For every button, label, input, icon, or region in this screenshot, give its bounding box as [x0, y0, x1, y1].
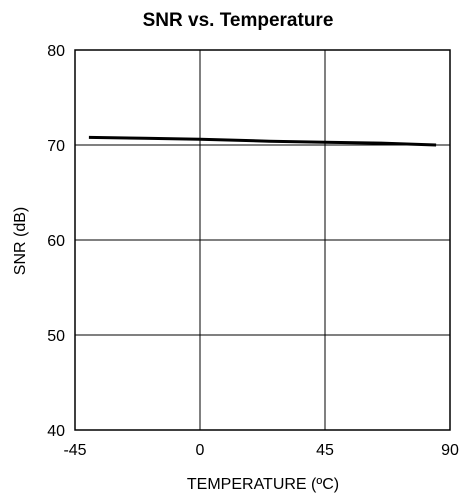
plot-frame: [74, 49, 451, 431]
x-tick-label: 0: [196, 442, 205, 459]
snr-series-line: [88, 135, 437, 147]
plot-grid: [75, 50, 450, 430]
x-tick-label: -45: [63, 442, 86, 459]
y-axis-label: SNR (dB): [12, 207, 29, 275]
y-tick-label: 70: [47, 138, 65, 155]
y-tick-label: 80: [47, 43, 65, 60]
x-tick-labels: -45 0 45 90: [63, 442, 459, 459]
x-axis-label: TEMPERATURE (ºC): [187, 476, 339, 493]
chart-title: SNR vs. Temperature: [143, 10, 334, 31]
x-tick-label: 90: [441, 442, 459, 459]
series-group: [88, 135, 437, 147]
x-tick-label: 45: [316, 442, 334, 459]
y-tick-labels: 40 50 60 70 80: [47, 43, 65, 440]
y-tick-label: 60: [47, 233, 65, 250]
y-tick-label: 50: [47, 328, 65, 345]
y-tick-label: 40: [47, 423, 65, 440]
